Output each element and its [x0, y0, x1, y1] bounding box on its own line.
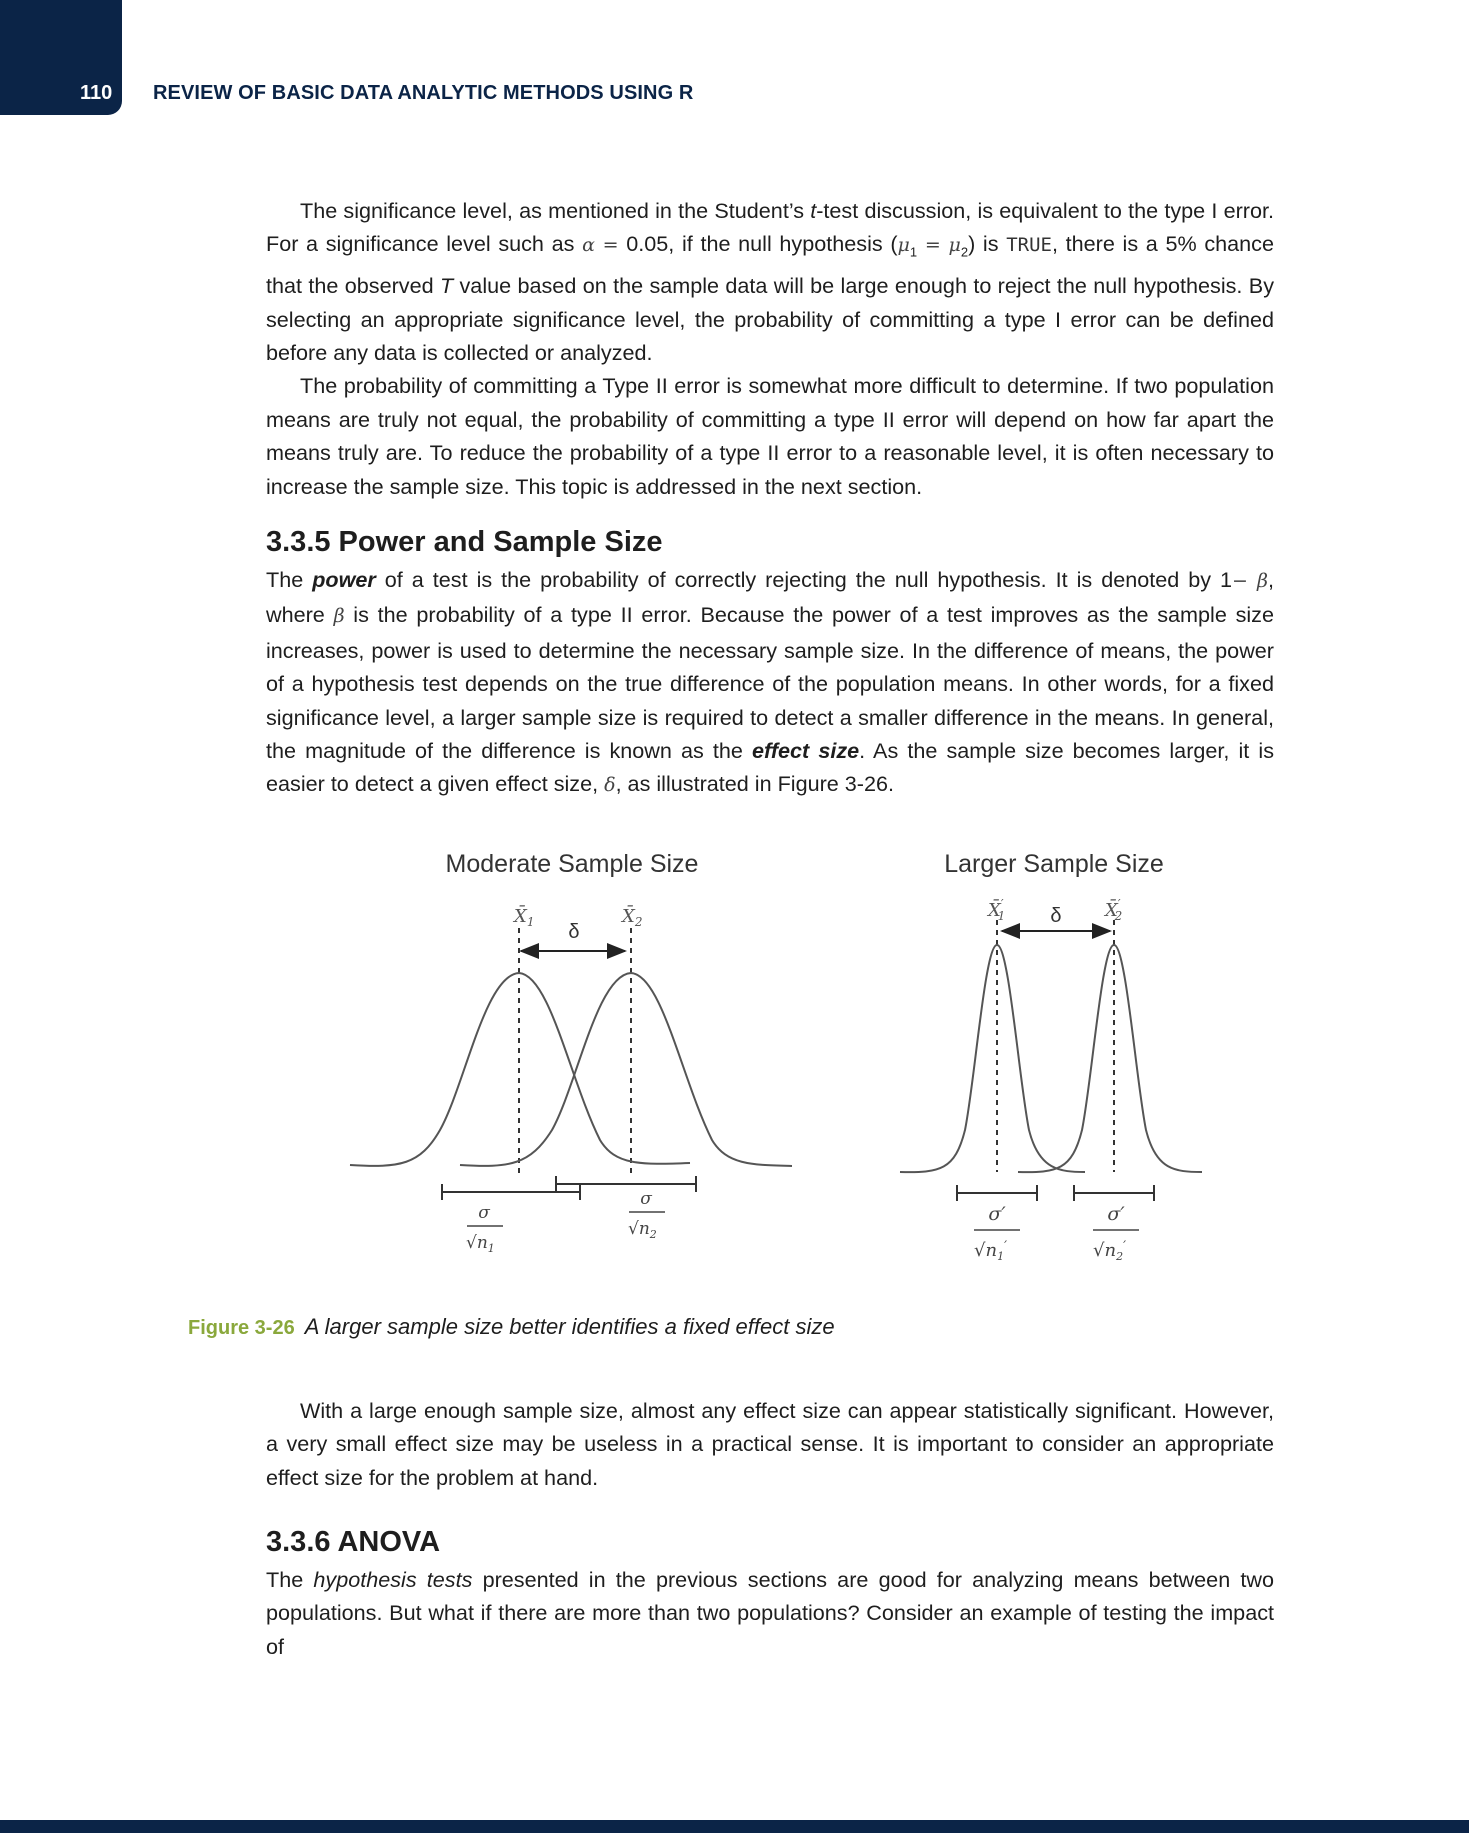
left-curve-2: [459, 971, 793, 1167]
right-delta-label: δ: [1050, 905, 1061, 927]
page-number-tab: [0, 0, 122, 115]
paragraph-power: The power of a test is the probability o…: [266, 567, 1274, 797]
running-head: REVIEW OF BASIC DATA ANALYTIC METHODS US…: [153, 82, 694, 104]
figure-label: Figure 3-26: [188, 1317, 295, 1339]
left-delta-label: δ: [568, 921, 579, 943]
left-sigma-1: σ: [478, 1203, 490, 1223]
right-sigma-prime-2: σ′: [1107, 1203, 1125, 1225]
left-sqrt-n1: √n1: [466, 1233, 495, 1255]
figure-caption-text: A larger sample size better identifies a…: [304, 1314, 835, 1339]
xbar1-prime-label: X̄′ 1: [986, 897, 1005, 923]
figure-caption: Figure 3-26 A larger sample size better i…: [188, 1314, 835, 1340]
xbar2-prime-label: X̄′ 2: [1103, 897, 1122, 923]
right-curve-2: [1017, 943, 1203, 1174]
effect-size-text-block: With a large enough sample size, almost …: [266, 1394, 1274, 1494]
figure-3-26: Moderate Sample Size X̄1 X̄2 δ σ √n1 σ √…: [349, 850, 1203, 1263]
right-panel-title: Larger Sample Size: [944, 850, 1164, 878]
section-power-sample-size: 3.3.5 Power and Sample Size The power of…: [266, 526, 1274, 803]
xbar2-label: X̄2: [620, 904, 642, 929]
left-sigma-2: σ: [640, 1189, 652, 1209]
left-curve-1: [349, 971, 691, 1167]
page-number: 110: [80, 82, 113, 104]
section-heading-335: 3.3.5 Power and Sample Size: [266, 526, 663, 558]
right-sqrt-n1-prime: √n1′: [974, 1239, 1007, 1263]
section-anova: 3.3.6 ANOVA The hypothesis tests present…: [266, 1526, 1274, 1663]
right-sigma-prime-1: σ′: [988, 1203, 1006, 1225]
footer-bar: [0, 1820, 1469, 1833]
paragraph-anova: The hypothesis tests presented in the pr…: [266, 1567, 1274, 1659]
paragraph-significance-level: The significance level, as mentioned in …: [266, 198, 1274, 365]
intro-text-block: The significance level, as mentioned in …: [266, 194, 1274, 503]
left-sqrt-n2: √n2: [628, 1219, 657, 1241]
right-curve-1: [899, 943, 1086, 1174]
xbar1-label: X̄1: [512, 904, 534, 929]
paragraph-effect-size: With a large enough sample size, almost …: [266, 1398, 1274, 1490]
paragraph-type-ii-error: The probability of committing a Type II …: [266, 373, 1274, 499]
left-panel-title: Moderate Sample Size: [446, 850, 699, 878]
right-sqrt-n2-prime: √n2′: [1093, 1239, 1126, 1263]
section-heading-336: 3.3.6 ANOVA: [266, 1526, 441, 1558]
